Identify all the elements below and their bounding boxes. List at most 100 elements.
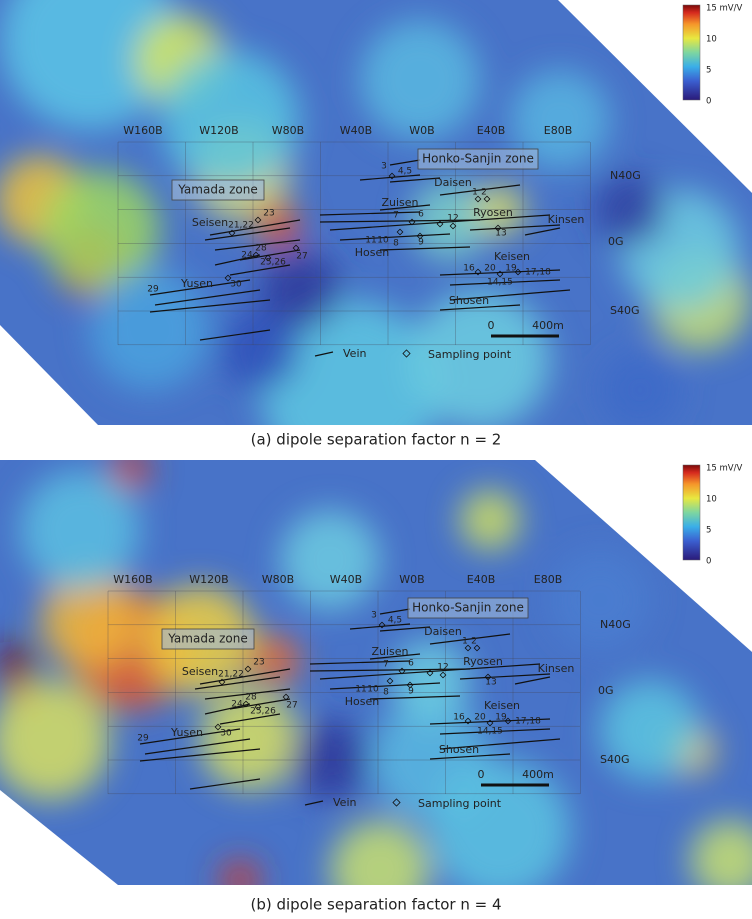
sample-label: 2 (471, 637, 477, 647)
vein-line (219, 713, 281, 725)
vein-label: Keisen (494, 250, 530, 263)
vein-label: Ryosen (463, 655, 503, 668)
colorbar-label: 0 (706, 557, 711, 567)
sample-label: 14,15 (487, 278, 513, 288)
legend-point (392, 798, 401, 807)
legend-vein (314, 351, 334, 357)
sample-label: 25,26 (250, 707, 276, 717)
vein-line (389, 159, 421, 166)
sample-label: 3 (381, 162, 387, 172)
vein-line (379, 626, 431, 632)
vein-line (139, 728, 241, 745)
sample-label: 20 (474, 713, 486, 723)
sample-label: 30 (220, 729, 232, 739)
zone-box (407, 597, 529, 619)
heat-blob (330, 820, 430, 885)
scale-label: 400m (532, 319, 564, 332)
heat-blob (20, 470, 140, 590)
vein-line (329, 682, 441, 690)
sample-label: 9 (408, 687, 414, 697)
heat-blob (390, 640, 470, 720)
heat-blob (90, 270, 210, 390)
column-label: W40B (330, 573, 362, 586)
colorbar-label: 10 (706, 35, 717, 45)
sample-label: 12 (447, 214, 458, 224)
sampling-point (292, 244, 300, 252)
heatmap (0, 460, 752, 885)
sampling-point (386, 677, 394, 685)
heat-blob (430, 760, 570, 885)
sample-label: 12 (437, 663, 448, 673)
vein-label: Ryosen (473, 206, 513, 219)
map-overlay: W160B W120B W80B W40B W0B E40B E80B N40G 0G S40G H… (107, 573, 631, 810)
colorbar-label: 15 mV/V (706, 4, 742, 14)
column-label: W160B (123, 124, 162, 137)
colorbar-label: 0 (706, 97, 711, 107)
sampling-point (494, 224, 502, 232)
vein-line (329, 214, 551, 231)
row-label: N40G (600, 618, 631, 631)
sample-label: 6 (418, 210, 424, 220)
zone-box (171, 179, 265, 201)
vein-line (229, 698, 291, 710)
vein-label: Keisen (484, 699, 520, 712)
colorbar-gradient (682, 4, 701, 101)
sample-label: 2 (481, 188, 487, 198)
column-label: E40B (467, 573, 496, 586)
colorbar-label: 10 (706, 495, 717, 505)
heat-blob (160, 50, 300, 190)
vein-line (149, 299, 271, 313)
row-label: 0G (608, 235, 624, 248)
sampling-point (464, 644, 472, 652)
heat-blob (260, 250, 340, 330)
zone-label: Honko-Sanjin zone (412, 601, 524, 615)
sample-label: 27 (296, 252, 307, 262)
sampling-point (484, 673, 492, 681)
sampling-point (504, 717, 512, 725)
sample-label: 19 (505, 264, 517, 274)
heat-blob (0, 642, 33, 678)
vein-line (144, 738, 251, 755)
vein-line (139, 748, 261, 762)
sampling-point (282, 693, 290, 701)
vein-line (429, 753, 511, 760)
vein-line (319, 663, 541, 680)
sampling-point (514, 268, 522, 276)
sample-label: 28 (255, 244, 267, 254)
sampling-point (486, 719, 494, 727)
sampling-point (254, 703, 262, 711)
column-label: W120B (189, 573, 228, 586)
vein-line (199, 329, 271, 341)
vein-line (204, 703, 251, 715)
vein-label: Zuisen (371, 645, 408, 658)
sample-label: 13 (485, 678, 496, 688)
sampling-point (483, 195, 491, 203)
sample-label: 30 (230, 280, 242, 290)
vein-line (199, 668, 291, 685)
heat-blob (250, 635, 300, 685)
column-label: W40B (340, 124, 372, 137)
vein-line (204, 688, 291, 700)
sampling-point (396, 228, 404, 236)
sample-label: 4,5 (388, 616, 402, 626)
sample-label: 4,5 (398, 167, 412, 177)
sampling-point (398, 667, 406, 675)
vein-label: Hosen (345, 695, 380, 708)
sample-label: 10 (367, 685, 379, 695)
vein-line (229, 264, 291, 276)
column-label: W160B (113, 573, 152, 586)
heat-blob (0, 680, 110, 800)
heat-blob (256, 203, 300, 247)
vein-label: Daisen (434, 176, 472, 189)
vein-line (429, 633, 511, 645)
sampling-point (416, 232, 424, 240)
vein-line (209, 219, 301, 236)
zone-label: Yamada zone (177, 183, 258, 197)
vein-label: Hosen (355, 246, 390, 259)
vein-line (389, 177, 441, 183)
row-label: S40G (610, 304, 640, 317)
vein-line (439, 738, 561, 750)
vein-line (449, 279, 561, 286)
vein-line (319, 219, 481, 223)
